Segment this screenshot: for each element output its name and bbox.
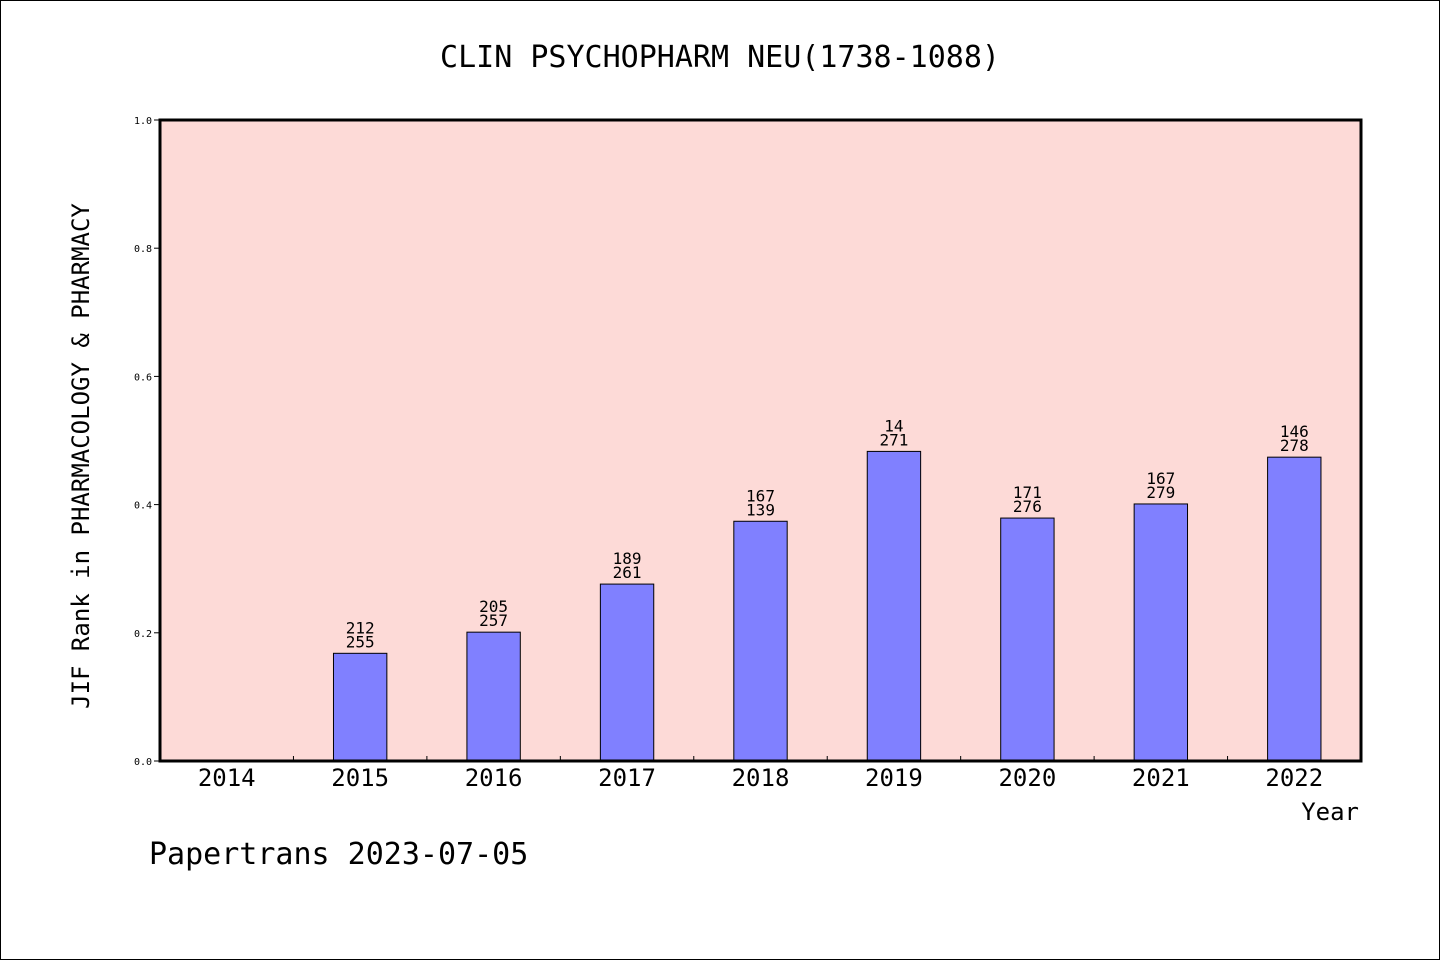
bar-label-bottom: 257 xyxy=(479,611,508,630)
bar-label-bottom: 255 xyxy=(346,632,375,651)
bar-label-bottom: 271 xyxy=(879,430,908,449)
bar-2021 xyxy=(1133,503,1189,762)
y-tick-label: 0.4 xyxy=(134,501,152,512)
x-tick-label: 2019 xyxy=(865,764,923,792)
bar-2022 xyxy=(1267,456,1322,762)
x-tick-label: 2014 xyxy=(198,764,256,792)
bar-label-top: 171 xyxy=(1013,483,1042,502)
bar-label-top: 14 xyxy=(884,416,903,435)
bar-label-top: 205 xyxy=(479,597,508,616)
x-tick-label: 2015 xyxy=(331,764,389,792)
bars-group xyxy=(332,450,1322,762)
y-axis-label: JIF Rank in PHARMACOLOGY & PHARMACY xyxy=(67,203,95,709)
plot-border xyxy=(158,118,1363,763)
bar-label-top: 167 xyxy=(746,486,775,505)
bar-2016 xyxy=(466,631,521,762)
y-tick-label: 0.8 xyxy=(134,244,152,255)
bar-label-bottom: 261 xyxy=(613,563,642,582)
y-tick-label: 0.0 xyxy=(134,757,152,768)
bar-2020 xyxy=(1000,517,1055,762)
footer-text: Papertrans 2023-07-05 xyxy=(149,837,528,872)
bar-label-top: 189 xyxy=(613,549,642,568)
x-axis: 2014 2015 2016 2017 2018 2019 2020 2021 2022 xyxy=(198,756,1323,792)
y-tick-label: 0.2 xyxy=(134,629,152,640)
y-axis: 0.0 0.2 0.4 0.6 0.8 1.0 xyxy=(134,116,160,768)
bar-2018 xyxy=(733,520,788,762)
bar-2017 xyxy=(599,583,655,762)
y-tick-label: 1.0 xyxy=(134,116,152,127)
x-tick-label: 2018 xyxy=(732,764,790,792)
bar-2019 xyxy=(866,450,922,762)
y-tick-label: 0.6 xyxy=(134,372,152,383)
x-tick-label: 2016 xyxy=(465,764,523,792)
chart-title: CLIN PSYCHOPHARM NEU(1738-1088) xyxy=(440,40,1000,75)
bar-label-bottom: 139 xyxy=(746,500,775,519)
bar-label-top: 212 xyxy=(346,618,375,637)
bar-label-top: 146 xyxy=(1280,422,1309,441)
x-tick-label: 2020 xyxy=(998,764,1056,792)
bar-labels-group: 2122552052571892611671391427117127616727… xyxy=(346,416,1309,651)
bar-label-bottom: 276 xyxy=(1013,497,1042,516)
bar-label-top: 167 xyxy=(1146,469,1175,488)
bar-label-bottom: 279 xyxy=(1146,483,1175,502)
x-tick-label: 2017 xyxy=(598,764,656,792)
bar-label-bottom: 278 xyxy=(1280,436,1309,455)
bar-2015 xyxy=(332,652,388,762)
x-tick-label: 2021 xyxy=(1132,764,1190,792)
x-tick-label: 2022 xyxy=(1265,764,1323,792)
x-axis-label: Year xyxy=(1301,798,1359,826)
